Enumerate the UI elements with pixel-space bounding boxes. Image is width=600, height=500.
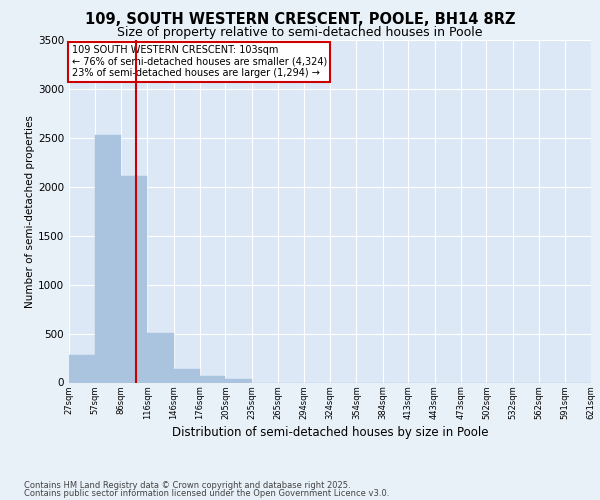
Text: 109, SOUTH WESTERN CRESCENT, POOLE, BH14 8RZ: 109, SOUTH WESTERN CRESCENT, POOLE, BH14… [85,12,515,28]
Bar [69,355,95,382]
Bar [173,369,200,382]
Bar [147,332,173,382]
Text: Size of property relative to semi-detached houses in Poole: Size of property relative to semi-detach… [117,26,483,39]
Bar [200,376,226,382]
Bar [121,176,147,382]
X-axis label: Distribution of semi-detached houses by size in Poole: Distribution of semi-detached houses by … [172,426,488,439]
Text: Contains HM Land Registry data © Crown copyright and database right 2025.: Contains HM Land Registry data © Crown c… [24,480,350,490]
Text: 109 SOUTH WESTERN CRESCENT: 103sqm
← 76% of semi-detached houses are smaller (4,: 109 SOUTH WESTERN CRESCENT: 103sqm ← 76%… [71,45,327,78]
Bar [226,378,252,382]
Text: Contains public sector information licensed under the Open Government Licence v3: Contains public sector information licen… [24,489,389,498]
Bar [95,135,121,382]
Y-axis label: Number of semi-detached properties: Number of semi-detached properties [25,115,35,308]
